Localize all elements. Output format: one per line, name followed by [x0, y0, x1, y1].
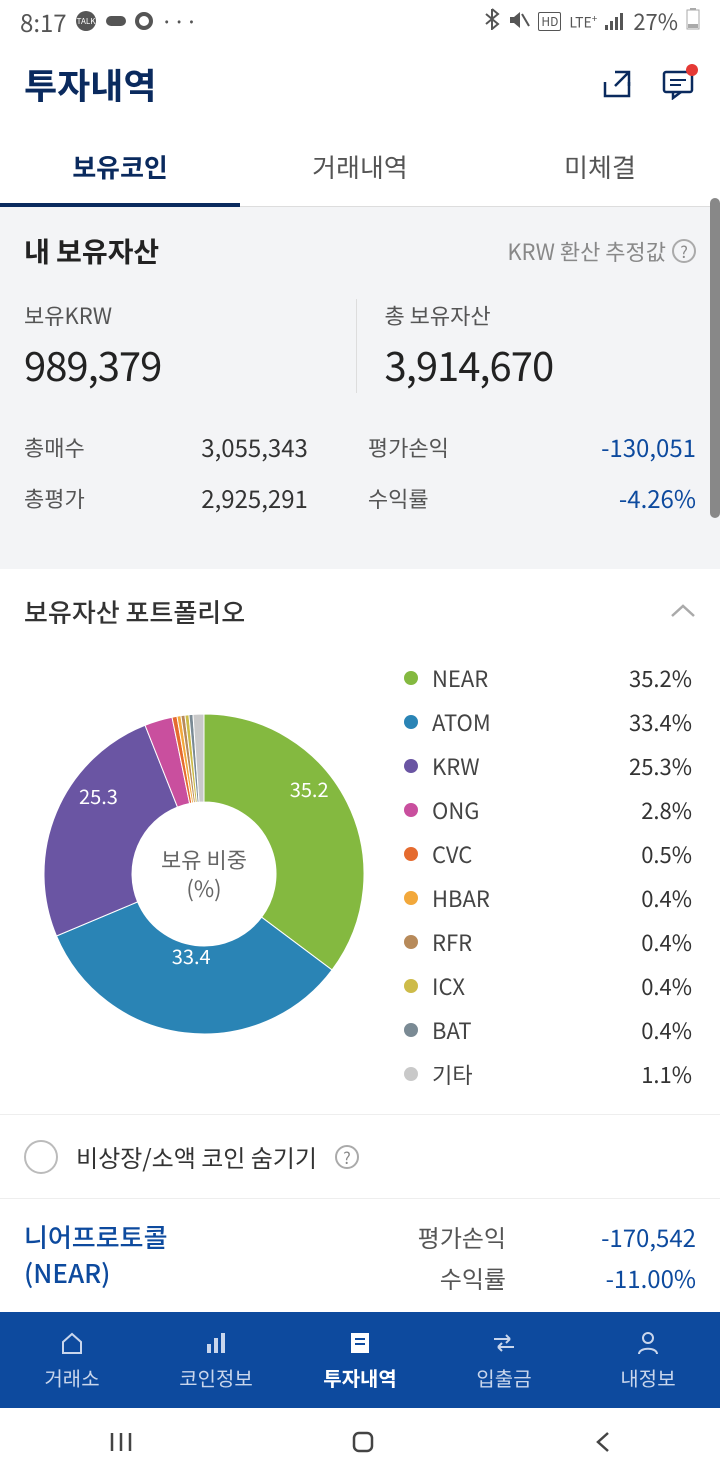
coin-name: 니어프로토콜 (NEAR): [24, 1219, 168, 1301]
circle-icon: [135, 12, 153, 30]
total-value: 3,914,670: [385, 335, 697, 393]
legend-item: ONG2.8%: [404, 794, 692, 826]
legend-item: HBAR0.4%: [404, 882, 692, 914]
svg-text:TALK: TALK: [76, 16, 96, 27]
recents-button[interactable]: [108, 1429, 134, 1460]
hide-toggle-label: 비상장/소액 코인 숨기기: [76, 1139, 317, 1174]
notification-dot: [686, 64, 698, 76]
user-icon: [636, 1329, 660, 1357]
share-button[interactable]: [600, 66, 636, 102]
coin-pl-value: -170,542: [556, 1219, 696, 1254]
radio-icon: [24, 1140, 58, 1174]
collapse-button[interactable]: [670, 600, 696, 624]
help-icon: ?: [335, 1145, 359, 1169]
rate-value: -4.26%: [457, 480, 696, 515]
status-bar: 8:17 TALK ··· HD LTE+ 27%: [0, 0, 720, 42]
nav-item-user[interactable]: 내정보: [576, 1312, 720, 1408]
mute-icon: [508, 5, 530, 37]
rate-label: 수익률: [340, 482, 449, 514]
portfolio-section: 보유자산 포트폴리오 보유 비중 (%) 35.2 33.4 25.3 NEAR…: [0, 569, 720, 1114]
bluetooth-icon: [484, 5, 500, 37]
donut-chart: 보유 비중 (%) 35.2 33.4 25.3: [24, 658, 384, 1090]
tab-unfilled[interactable]: 미체결: [480, 130, 720, 206]
legend-item: 기타1.1%: [404, 1058, 692, 1090]
status-time: 8:17: [20, 4, 67, 39]
krw-estimate-help[interactable]: KRW 환산 추정값 ?: [507, 235, 696, 267]
scrollbar[interactable]: [710, 198, 720, 518]
nav-item-home[interactable]: 거래소: [0, 1312, 144, 1408]
slice-label-atom: 33.4: [172, 941, 211, 970]
hd-icon: HD: [538, 12, 561, 31]
tab-bar: 보유코인 거래내역 미체결: [0, 130, 720, 207]
controller-icon: [105, 12, 127, 30]
nav-item-bars[interactable]: 코인정보: [144, 1312, 288, 1408]
portfolio-title: 보유자산 포트폴리오: [24, 593, 245, 630]
slice-label-near: 35.2: [290, 774, 329, 803]
app-header: 투자내역: [0, 42, 720, 130]
talk-icon: TALK: [75, 10, 97, 32]
tab-history[interactable]: 거래내역: [240, 130, 480, 206]
doc-icon: [348, 1329, 372, 1357]
bars-icon: [203, 1329, 229, 1357]
total-buy-label: 총매수: [24, 431, 85, 463]
signal-icon: [605, 5, 625, 37]
legend-item: RFR0.4%: [404, 926, 692, 958]
legend-item: ICX0.4%: [404, 970, 692, 1002]
pl-label: 평가손익: [340, 431, 449, 463]
krw-value: 989,379: [24, 335, 336, 393]
slice-label-krw: 25.3: [79, 781, 118, 810]
page-title: 투자내역: [24, 58, 156, 110]
system-nav: [0, 1408, 720, 1480]
krw-label: 보유KRW: [24, 299, 336, 331]
pl-value: -130,051: [457, 429, 696, 464]
more-icon: ···: [161, 5, 198, 37]
assets-section: 내 보유자산 KRW 환산 추정값 ? 보유KRW 989,379 총 보유자산…: [0, 207, 720, 539]
total-buy-value: 3,055,343: [93, 429, 332, 464]
total-label: 총 보유자산: [385, 299, 697, 331]
portfolio-legend: NEAR35.2% ATOM33.4% KRW25.3% ONG2.8% CVC0.5%…: [404, 658, 696, 1090]
legend-item: CVC0.5%: [404, 838, 692, 870]
nav-item-doc[interactable]: 투자내역: [288, 1312, 432, 1408]
back-button[interactable]: [592, 1429, 612, 1460]
assets-title: 내 보유자산: [24, 231, 159, 271]
battery-icon: [686, 5, 700, 37]
legend-item: NEAR35.2%: [404, 662, 692, 694]
swap-icon: [490, 1329, 518, 1357]
coin-rate-label: 수익률: [440, 1260, 506, 1295]
lte-icon: LTE+: [569, 10, 597, 33]
tab-holdings[interactable]: 보유코인: [0, 130, 240, 207]
help-icon: ?: [672, 239, 696, 263]
total-eval-label: 총평가: [24, 482, 85, 514]
home-icon: [59, 1329, 85, 1357]
chat-button[interactable]: [660, 66, 696, 102]
status-left: 8:17 TALK ···: [20, 4, 198, 39]
battery-pct: 27%: [633, 5, 678, 37]
legend-item: ATOM33.4%: [404, 706, 692, 738]
hide-small-coins-toggle[interactable]: 비상장/소액 코인 숨기기 ?: [0, 1114, 720, 1199]
coin-pl-label: 평가손익: [418, 1219, 506, 1254]
total-eval-value: 2,925,291: [93, 480, 332, 515]
legend-item: BAT0.4%: [404, 1014, 692, 1046]
bottom-nav: 거래소코인정보투자내역입출금내정보: [0, 1312, 720, 1408]
home-button[interactable]: [350, 1429, 376, 1460]
nav-item-swap[interactable]: 입출금: [432, 1312, 576, 1408]
legend-item: KRW25.3%: [404, 750, 692, 782]
chart-center-label: 보유 비중 (%): [161, 845, 247, 902]
status-right: HD LTE+ 27%: [484, 5, 700, 37]
coin-rate-value: -11.00%: [556, 1260, 696, 1295]
